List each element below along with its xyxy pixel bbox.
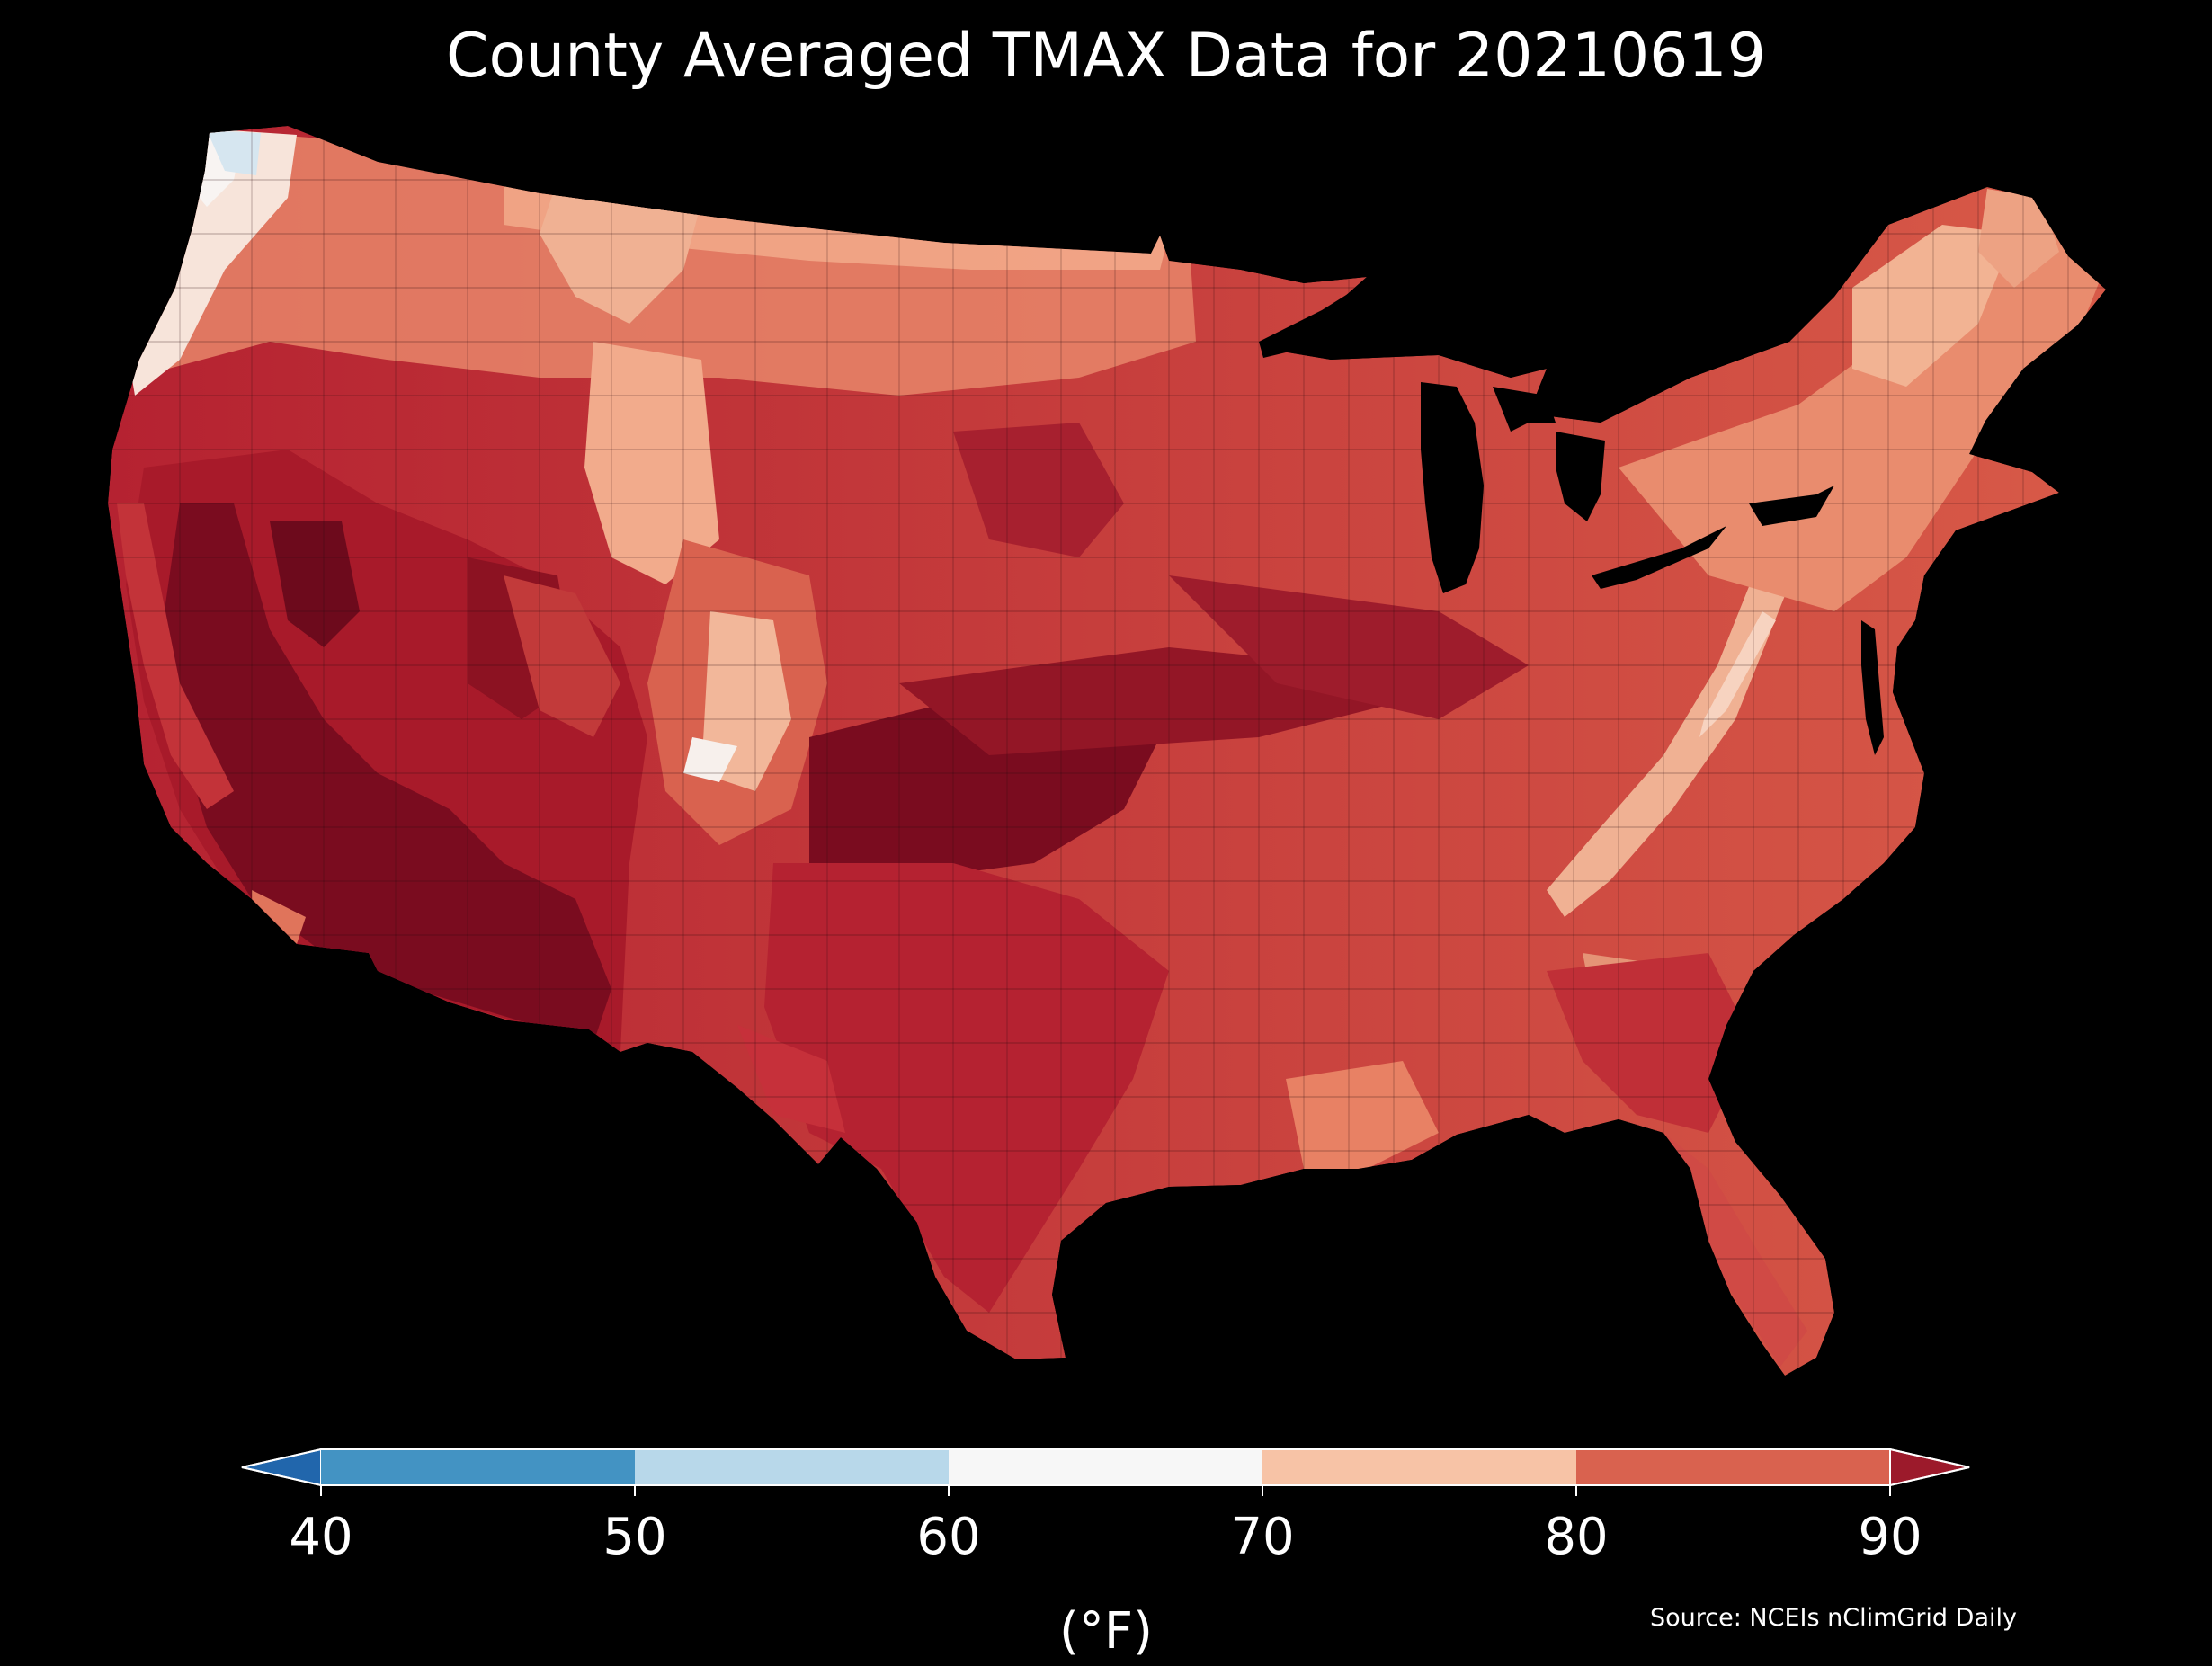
chesapeake-bay [1861,620,1884,755]
colorbar-bin [321,1449,635,1485]
map-title: County Averaged TMAX Data for 20210619 [446,21,1766,92]
colorbar-tick-label: 50 [602,1508,667,1566]
colorbar-bin [1262,1449,1576,1485]
contiguous-us-map [108,126,2106,1376]
colorbar [241,1448,1970,1496]
colorbar-bin [1576,1449,1890,1485]
colorbar-tick-label: 80 [1544,1508,1609,1566]
great-lakes [1259,277,1834,593]
source-note: Source: NCEIs nClimGrid Daily [1650,1604,2017,1632]
colorbar-bin [635,1449,949,1485]
colorbar-unit-label: (°F) [1059,1602,1153,1661]
colorbar-extend-low [241,1448,322,1487]
colorbar-tick-label: 60 [916,1508,981,1566]
colorbar-extend-high [1889,1448,1970,1487]
colorbar-tick-label: 90 [1858,1508,1922,1566]
colorbar-tick-label: 70 [1230,1508,1295,1566]
colorbar-bin [949,1449,1262,1485]
colorbar-tick-label: 40 [289,1508,353,1566]
